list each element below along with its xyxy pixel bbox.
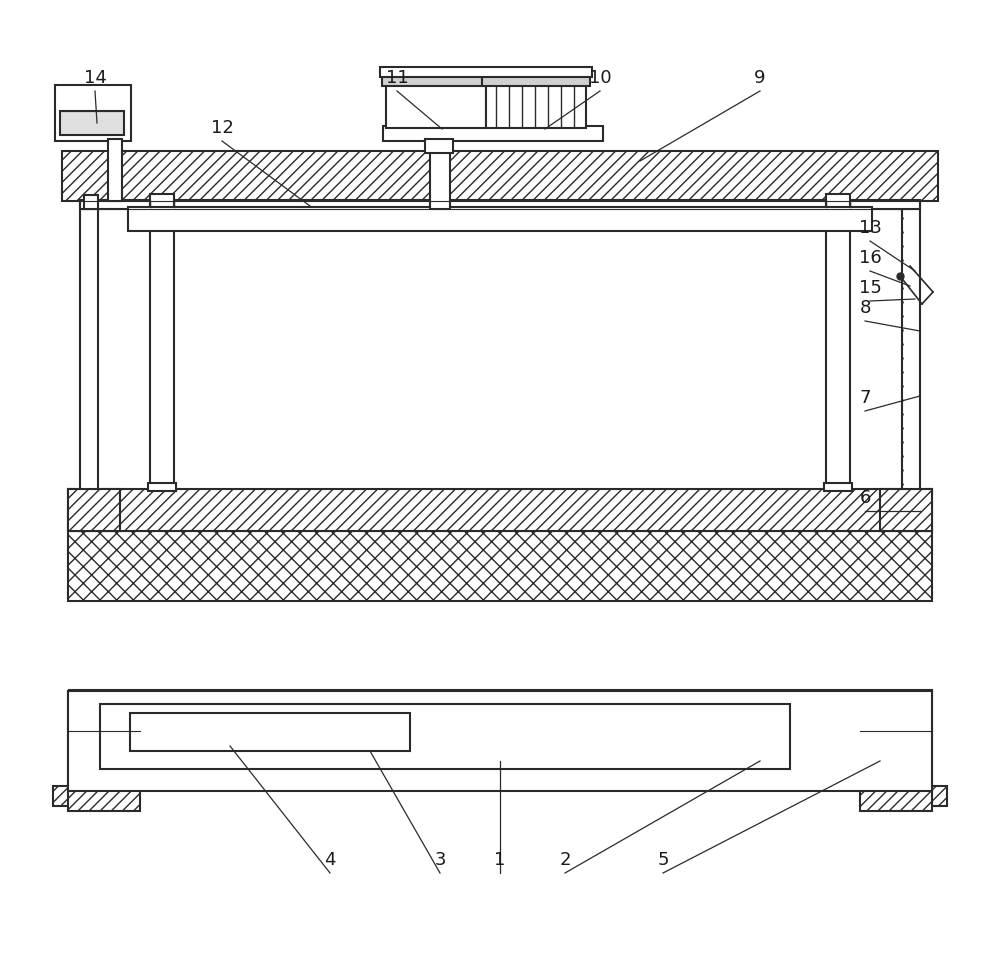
Bar: [880, 489, 932, 531]
Bar: [68, 489, 932, 531]
Bar: [68, 789, 140, 811]
Bar: [130, 713, 410, 752]
Bar: [150, 195, 174, 489]
Text: 13: 13: [859, 219, 881, 236]
Bar: [84, 196, 98, 209]
Bar: [430, 142, 450, 209]
Bar: [80, 202, 98, 489]
Bar: [917, 786, 947, 806]
Text: 6: 6: [859, 488, 871, 506]
Bar: [380, 68, 592, 78]
Text: 7: 7: [859, 388, 871, 407]
Bar: [108, 140, 122, 202]
Bar: [68, 531, 932, 602]
Text: 11: 11: [386, 69, 408, 86]
Bar: [60, 111, 124, 136]
Bar: [68, 691, 932, 791]
Bar: [128, 208, 872, 232]
Text: 3: 3: [434, 850, 446, 868]
Bar: [860, 691, 932, 791]
Text: 15: 15: [859, 279, 881, 297]
Text: 5: 5: [657, 850, 669, 868]
Bar: [382, 76, 490, 86]
Bar: [902, 202, 920, 489]
Bar: [383, 127, 603, 142]
Bar: [80, 201, 920, 209]
Bar: [53, 786, 83, 806]
Bar: [62, 152, 938, 202]
Text: 10: 10: [589, 69, 611, 86]
Text: 12: 12: [211, 119, 233, 136]
Text: 14: 14: [84, 69, 106, 86]
Bar: [860, 789, 932, 811]
Bar: [824, 483, 852, 491]
Bar: [482, 76, 590, 86]
Bar: [425, 140, 453, 154]
Bar: [826, 195, 850, 489]
Bar: [100, 704, 790, 769]
Bar: [486, 85, 586, 129]
Text: 4: 4: [324, 850, 336, 868]
Bar: [68, 489, 120, 531]
Text: 16: 16: [859, 249, 881, 267]
Bar: [386, 85, 486, 129]
Text: 8: 8: [859, 299, 871, 317]
Bar: [55, 86, 131, 142]
Text: 2: 2: [559, 850, 571, 868]
Bar: [68, 691, 140, 791]
Text: 1: 1: [494, 850, 506, 868]
Bar: [148, 483, 176, 491]
Text: 9: 9: [754, 69, 766, 86]
